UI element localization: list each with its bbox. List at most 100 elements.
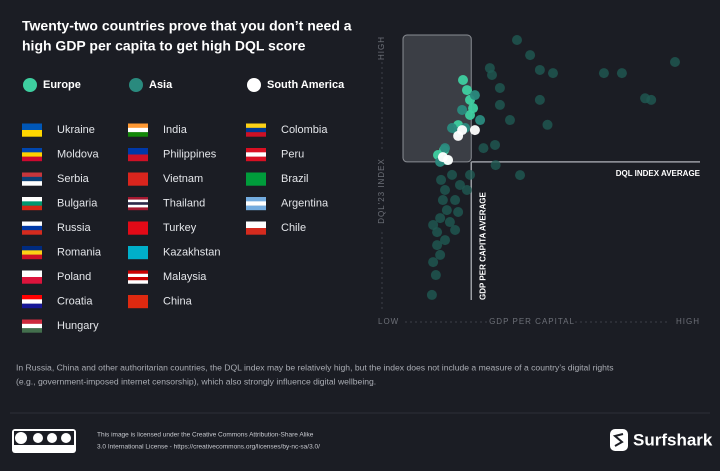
country-label: Hungary — [57, 320, 99, 332]
data-point — [432, 240, 443, 251]
country-label: Vietnam — [163, 173, 203, 185]
flag-stripe — [246, 132, 266, 137]
flag-icon — [22, 123, 42, 137]
data-point — [534, 64, 545, 75]
y-reference-label: DQL INDEX AVERAGE — [616, 169, 701, 178]
flag-icon — [246, 221, 266, 235]
data-point — [453, 206, 464, 217]
data-point — [515, 170, 526, 181]
flag-stripe — [22, 328, 42, 333]
flag-stripe — [246, 156, 266, 162]
data-point — [461, 85, 472, 96]
data-point — [450, 225, 461, 236]
data-point — [469, 90, 480, 101]
flag-icon — [128, 246, 148, 260]
data-point — [534, 94, 545, 105]
country-label: Ukraine — [57, 124, 95, 136]
flag-stripe — [22, 319, 42, 325]
data-point — [440, 235, 451, 246]
flag-stripe — [246, 197, 266, 202]
legend-label: Europe — [43, 79, 81, 91]
flag-stripe — [22, 205, 42, 211]
flag-icon — [22, 246, 42, 260]
country-label: Chile — [281, 222, 306, 234]
flag-stripe — [22, 225, 42, 231]
country-label: China — [163, 295, 193, 307]
flag-icon — [128, 270, 148, 284]
cc-badge — [12, 429, 76, 453]
country-label: Russia — [57, 222, 92, 234]
legend-label: Asia — [149, 79, 173, 91]
data-point — [447, 169, 458, 180]
flag-icon — [128, 172, 148, 186]
data-point — [461, 184, 472, 195]
country-label: Argentina — [281, 197, 329, 209]
flag-stripe — [128, 172, 148, 186]
country-label: Moldova — [57, 148, 99, 160]
flag-stripe — [128, 197, 148, 200]
flag-stripe — [22, 323, 42, 329]
flag-stripe — [22, 270, 42, 278]
flag-stripe — [128, 207, 148, 211]
data-point — [494, 99, 505, 110]
flag-icon — [128, 295, 148, 309]
data-point — [475, 115, 486, 126]
data-point — [542, 119, 553, 130]
data-point — [435, 213, 446, 224]
flag-icon — [22, 197, 42, 211]
flag-icon — [22, 319, 42, 333]
flag-stripe — [22, 197, 42, 202]
country-label: Romania — [57, 246, 102, 258]
data-point — [646, 94, 657, 105]
legend-marker — [129, 78, 143, 92]
flag-stripe — [128, 148, 148, 155]
flag-stripe — [128, 221, 148, 235]
flag-stripe — [22, 303, 42, 309]
flag-stripe — [22, 201, 42, 206]
flag-stripe — [246, 123, 266, 129]
flag-stripe — [246, 148, 266, 153]
flag-icon — [22, 270, 42, 284]
country-label: Brazil — [281, 173, 309, 185]
flag-stripe — [246, 221, 266, 229]
data-point — [441, 205, 452, 216]
flag-stripe — [22, 277, 42, 284]
flag-icon — [246, 148, 266, 162]
data-point — [616, 68, 627, 79]
y-axis-title: DQL'23 INDEX — [377, 158, 386, 224]
flag-icon — [128, 221, 148, 235]
data-point — [450, 195, 461, 206]
data-point — [458, 75, 469, 86]
flag-icon — [246, 123, 266, 137]
flag-stripe — [128, 280, 148, 284]
flag-stripe — [22, 176, 42, 182]
note: In Russia, China and other authoritarian… — [16, 362, 614, 372]
data-point — [669, 56, 680, 67]
note: (e.g., government-imposed internet censo… — [16, 376, 376, 386]
data-point — [465, 109, 476, 120]
highlight-region — [402, 34, 472, 163]
country-label: India — [163, 124, 188, 136]
data-point — [444, 217, 455, 228]
flag-stripe — [22, 152, 42, 157]
flag-icon — [128, 123, 148, 137]
flag-stripe — [22, 299, 42, 304]
flag-icon — [22, 221, 42, 235]
license: 3.0 International License - https://crea… — [97, 444, 320, 451]
flag-icon — [246, 172, 266, 186]
flag-stripe — [128, 199, 148, 203]
flag-icon — [22, 295, 42, 309]
data-point — [428, 219, 439, 230]
flag-stripe — [22, 295, 42, 300]
flag-stripe — [128, 154, 148, 162]
data-point — [490, 139, 501, 150]
flag-stripe — [22, 130, 42, 137]
x-axis-high: HIGH — [676, 317, 700, 326]
legend-label: South America — [267, 79, 345, 91]
country-label: Peru — [281, 148, 304, 160]
country-label: Poland — [57, 271, 91, 283]
data-point — [494, 82, 505, 93]
data-point — [490, 160, 501, 171]
flag-icon — [128, 197, 148, 211]
legend-marker — [247, 78, 261, 92]
